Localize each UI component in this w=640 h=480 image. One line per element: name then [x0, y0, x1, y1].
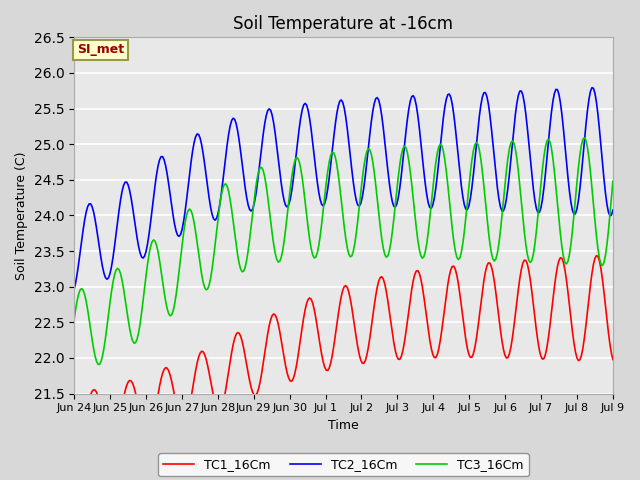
TC3_16Cm: [582, 138, 589, 144]
TC3_16Cm: [70, 317, 78, 323]
TC1_16Cm: [580, 335, 588, 341]
TC3_16Cm: [138, 310, 145, 316]
TC3_16Cm: [96, 361, 104, 367]
TC3_16Cm: [232, 242, 240, 248]
TC2_16Cm: [231, 117, 239, 122]
TC1_16Cm: [593, 253, 600, 259]
TC1_16Cm: [609, 357, 617, 362]
TC2_16Cm: [249, 206, 257, 212]
Line: TC1_16Cm: TC1_16Cm: [74, 256, 613, 447]
TC1_16Cm: [250, 392, 258, 398]
Y-axis label: Soil Temperature (C): Soil Temperature (C): [15, 151, 28, 280]
TC2_16Cm: [306, 116, 314, 122]
TC1_16Cm: [307, 297, 315, 302]
TC3_16Cm: [580, 135, 588, 141]
TC1_16Cm: [259, 361, 267, 367]
TC1_16Cm: [70, 444, 78, 449]
TC3_16Cm: [259, 168, 267, 173]
TC2_16Cm: [136, 250, 144, 256]
Text: SI_met: SI_met: [77, 43, 124, 56]
TC2_16Cm: [258, 144, 266, 150]
Line: TC2_16Cm: TC2_16Cm: [74, 88, 613, 289]
TC3_16Cm: [250, 197, 258, 203]
Line: TC3_16Cm: TC3_16Cm: [74, 138, 613, 364]
TC2_16Cm: [70, 287, 78, 292]
TC1_16Cm: [72, 444, 79, 450]
Title: Soil Temperature at -16cm: Soil Temperature at -16cm: [234, 15, 454, 33]
Legend: TC1_16Cm, TC2_16Cm, TC3_16Cm: TC1_16Cm, TC2_16Cm, TC3_16Cm: [158, 453, 529, 476]
TC2_16Cm: [609, 207, 617, 213]
TC1_16Cm: [138, 419, 145, 425]
TC2_16Cm: [588, 85, 596, 91]
TC1_16Cm: [232, 331, 240, 337]
TC3_16Cm: [609, 178, 617, 184]
TC3_16Cm: [307, 246, 315, 252]
TC2_16Cm: [579, 155, 587, 160]
X-axis label: Time: Time: [328, 419, 359, 432]
